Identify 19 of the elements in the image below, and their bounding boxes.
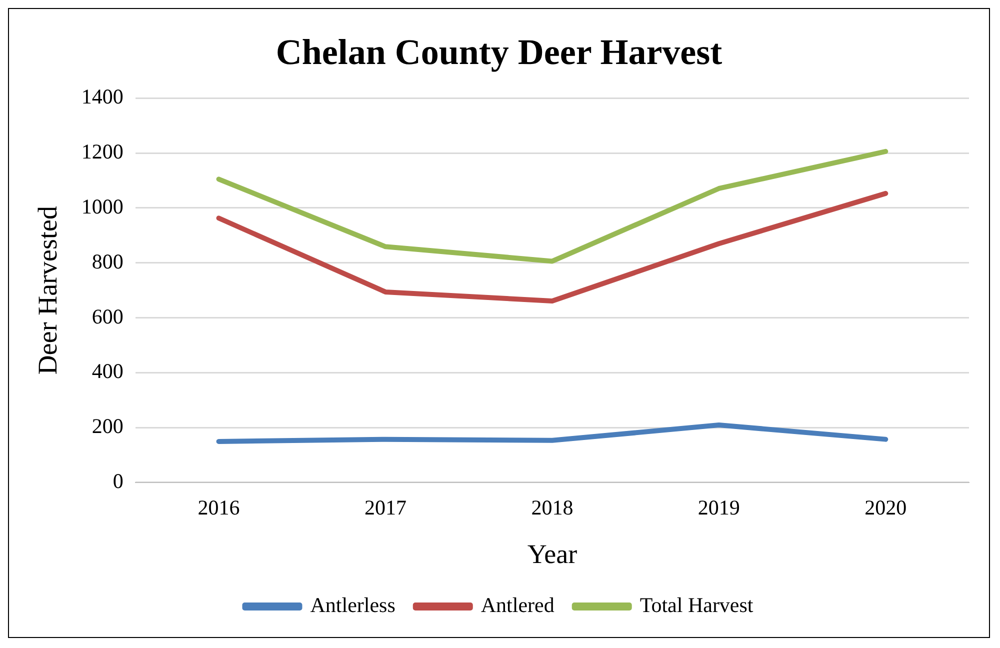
x-tick-label: 2018 bbox=[531, 496, 574, 520]
chart-title: Chelan County Deer Harvest bbox=[276, 32, 722, 72]
y-tick-label: 400 bbox=[92, 359, 124, 384]
x-axis-title: Year bbox=[527, 538, 578, 569]
x-tick-label: 2016 bbox=[198, 496, 240, 520]
y-tick-label: 600 bbox=[92, 304, 124, 328]
x-tick-label: 2019 bbox=[698, 496, 740, 520]
legend-label: Total Harvest bbox=[640, 593, 754, 618]
legend-label: Antlered bbox=[480, 593, 555, 618]
y-tick-label: 1400 bbox=[81, 84, 124, 109]
y-tick-label: 200 bbox=[92, 414, 124, 438]
y-tick-label: 1000 bbox=[81, 194, 124, 218]
x-tick-label: 2020 bbox=[864, 496, 907, 520]
y-tick-label: 800 bbox=[92, 249, 124, 274]
y-tick-label: 1200 bbox=[81, 140, 124, 164]
y-tick-label: 0 bbox=[112, 468, 124, 493]
legend-label: Antlerless bbox=[310, 593, 396, 618]
y-axis-title: Deer Harvested bbox=[32, 205, 62, 375]
x-tick-label: 2017 bbox=[364, 496, 406, 520]
